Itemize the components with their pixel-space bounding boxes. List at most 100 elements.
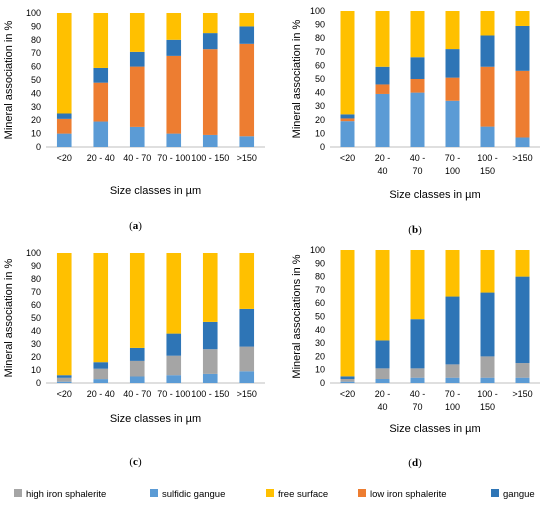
x-tick-label: >150: [512, 153, 532, 163]
bar-gangue-150: [239, 26, 255, 44]
y-tick-label: 90: [315, 20, 325, 30]
y-tick-label: 60: [31, 62, 41, 72]
bar-high-iron-sphalerite-100-150: [480, 356, 495, 378]
y-tick-label: 30: [315, 101, 325, 111]
bar-gangue-40-70: [129, 347, 145, 361]
y-tick-label: 30: [31, 339, 41, 349]
bar-sulfidic-gangue-100-150: [202, 373, 218, 383]
bar-gangue-70-100: [445, 296, 460, 365]
x-tick-label: 40 -: [410, 389, 426, 399]
bar-sulfidic-gangue-100-150: [480, 126, 495, 147]
y-tick-label: 40: [315, 325, 325, 335]
x-tick-label: 70: [412, 166, 422, 176]
x-tick-label: 70 -: [445, 153, 461, 163]
y-axis-label: Mineral association in %: [3, 20, 15, 139]
bar-free-surface-100-150: [480, 11, 495, 36]
chart-panel-d: 0 10 20 30 40 50 60 70 80 90 100 <20 20 - 40 40 - 70 70 …: [291, 245, 540, 469]
y-tick-label: 90: [31, 261, 41, 271]
x-tick-label: <20: [340, 389, 355, 399]
y-axis-label: Mineral associations in %: [291, 254, 303, 378]
bar-free-surface-70-100: [445, 250, 460, 297]
legend-swatch: [491, 489, 499, 497]
bar-sulfidic-gangue-40-70: [410, 92, 425, 147]
x-tick-label: 40: [377, 402, 387, 412]
bar-high-iron-sphalerite-100-150: [202, 349, 218, 374]
bar-gangue-100-150: [202, 33, 218, 50]
legend-label: free surface: [278, 489, 328, 500]
y-tick-label: 70: [31, 287, 41, 297]
y-tick-label: 80: [315, 33, 325, 43]
y-tick-label: 50: [31, 75, 41, 85]
y-tick-label: 80: [315, 272, 325, 282]
y-tick-label: 60: [31, 300, 41, 310]
bar-gangue-70-100: [166, 39, 182, 56]
legend-item-gangue: gangue: [491, 489, 535, 500]
legend-label: gangue: [503, 489, 535, 500]
y-tick-label: 70: [315, 47, 325, 57]
bar-sulfidic-gangue-70-100: [445, 100, 460, 147]
legend: high iron sphalerite sulfidic gangue free …: [14, 489, 535, 500]
bar-free-surface-100-150: [202, 13, 218, 34]
bar-free-surface-20: [56, 253, 72, 376]
bar-high-iron-sphalerite-40-70: [410, 368, 425, 378]
bar-high-iron-sphalerite-20: [340, 379, 355, 382]
panel-label: (c): [129, 456, 142, 468]
y-tick-label: 10: [31, 129, 41, 139]
bar-sulfidic-gangue-20: [56, 381, 72, 383]
bar-free-surface-150: [515, 250, 530, 277]
bar-high-iron-sphalerite-150: [239, 346, 255, 372]
y-tick-label: 60: [315, 298, 325, 308]
x-tick-label: <20: [57, 389, 72, 399]
chart-panel-c: 0 10 20 30 40 50 60 70 80 90 100 <20 20 - 40 40 - 70 7…: [3, 248, 265, 468]
bar-high-iron-sphalerite-150: [515, 363, 530, 378]
bar-gangue-100-150: [480, 292, 495, 357]
bar-free-surface-70-100: [445, 11, 460, 50]
bar-high-iron-sphalerite-70-100: [445, 364, 460, 378]
y-tick-label: 10: [31, 365, 41, 375]
x-tick-label: 40 - 70: [123, 389, 151, 399]
y-tick-label: 20: [31, 115, 41, 125]
y-tick-label: 50: [315, 74, 325, 84]
x-tick-label: 150: [480, 166, 495, 176]
bar-sulfidic-gangue-20-40: [375, 93, 390, 147]
x-tick-label: 20 - 40: [87, 153, 115, 163]
x-tick-label: 70 - 100: [157, 389, 190, 399]
legend-label: low iron sphalerite: [370, 489, 447, 500]
x-axis-label: Size classes in µm: [389, 189, 480, 201]
x-tick-label: 70: [412, 402, 422, 412]
x-tick-label: 20 -: [375, 153, 391, 163]
bar-gangue-40-70: [410, 319, 425, 369]
y-tick-label: 100: [310, 6, 325, 16]
bar-sulfidic-gangue-20: [56, 133, 72, 147]
chart-panel-a: 0 10 20 30 40 50 60 70 80 90 100 <20 20 - 40 40 - 70 7…: [3, 8, 265, 232]
x-tick-label: 70 -: [445, 389, 461, 399]
bar-high-iron-sphalerite-20-40: [93, 368, 109, 380]
bar-sulfidic-gangue-20-40: [93, 379, 109, 383]
bar-free-surface-150: [515, 11, 530, 26]
legend-label: high iron sphalerite: [26, 489, 106, 500]
bar-sulfidic-gangue-150: [515, 137, 530, 147]
x-tick-label: >150: [237, 153, 257, 163]
bar-sulfidic-gangue-100-150: [480, 377, 495, 383]
bar-high-iron-sphalerite-70-100: [166, 355, 182, 376]
bar-gangue-20: [340, 114, 355, 119]
x-tick-label: <20: [57, 153, 72, 163]
y-tick-label: 10: [315, 128, 325, 138]
y-tick-label: 20: [315, 351, 325, 361]
x-axis-label: Size classes in µm: [389, 423, 480, 435]
bar-high-iron-sphalerite-20: [56, 377, 72, 382]
bar-sulfidic-gangue-20-40: [375, 379, 390, 383]
bar-gangue-70-100: [166, 333, 182, 356]
x-tick-label: 40: [377, 166, 387, 176]
legend-swatch: [14, 489, 22, 497]
bar-free-surface-150: [239, 13, 255, 27]
bar-low-iron-sphalerite-20-40: [93, 82, 109, 122]
y-tick-label: 90: [315, 258, 325, 268]
bar-low-iron-sphalerite-40-70: [410, 79, 425, 93]
bar-gangue-20-40: [93, 362, 109, 369]
legend-item-sulfidic-gangue: sulfidic gangue: [150, 489, 225, 500]
x-tick-label: 40 - 70: [123, 153, 151, 163]
legend-item-free-surface: free surface: [266, 489, 328, 500]
x-tick-label: 100 -: [477, 153, 498, 163]
bar-sulfidic-gangue-40-70: [129, 126, 145, 147]
